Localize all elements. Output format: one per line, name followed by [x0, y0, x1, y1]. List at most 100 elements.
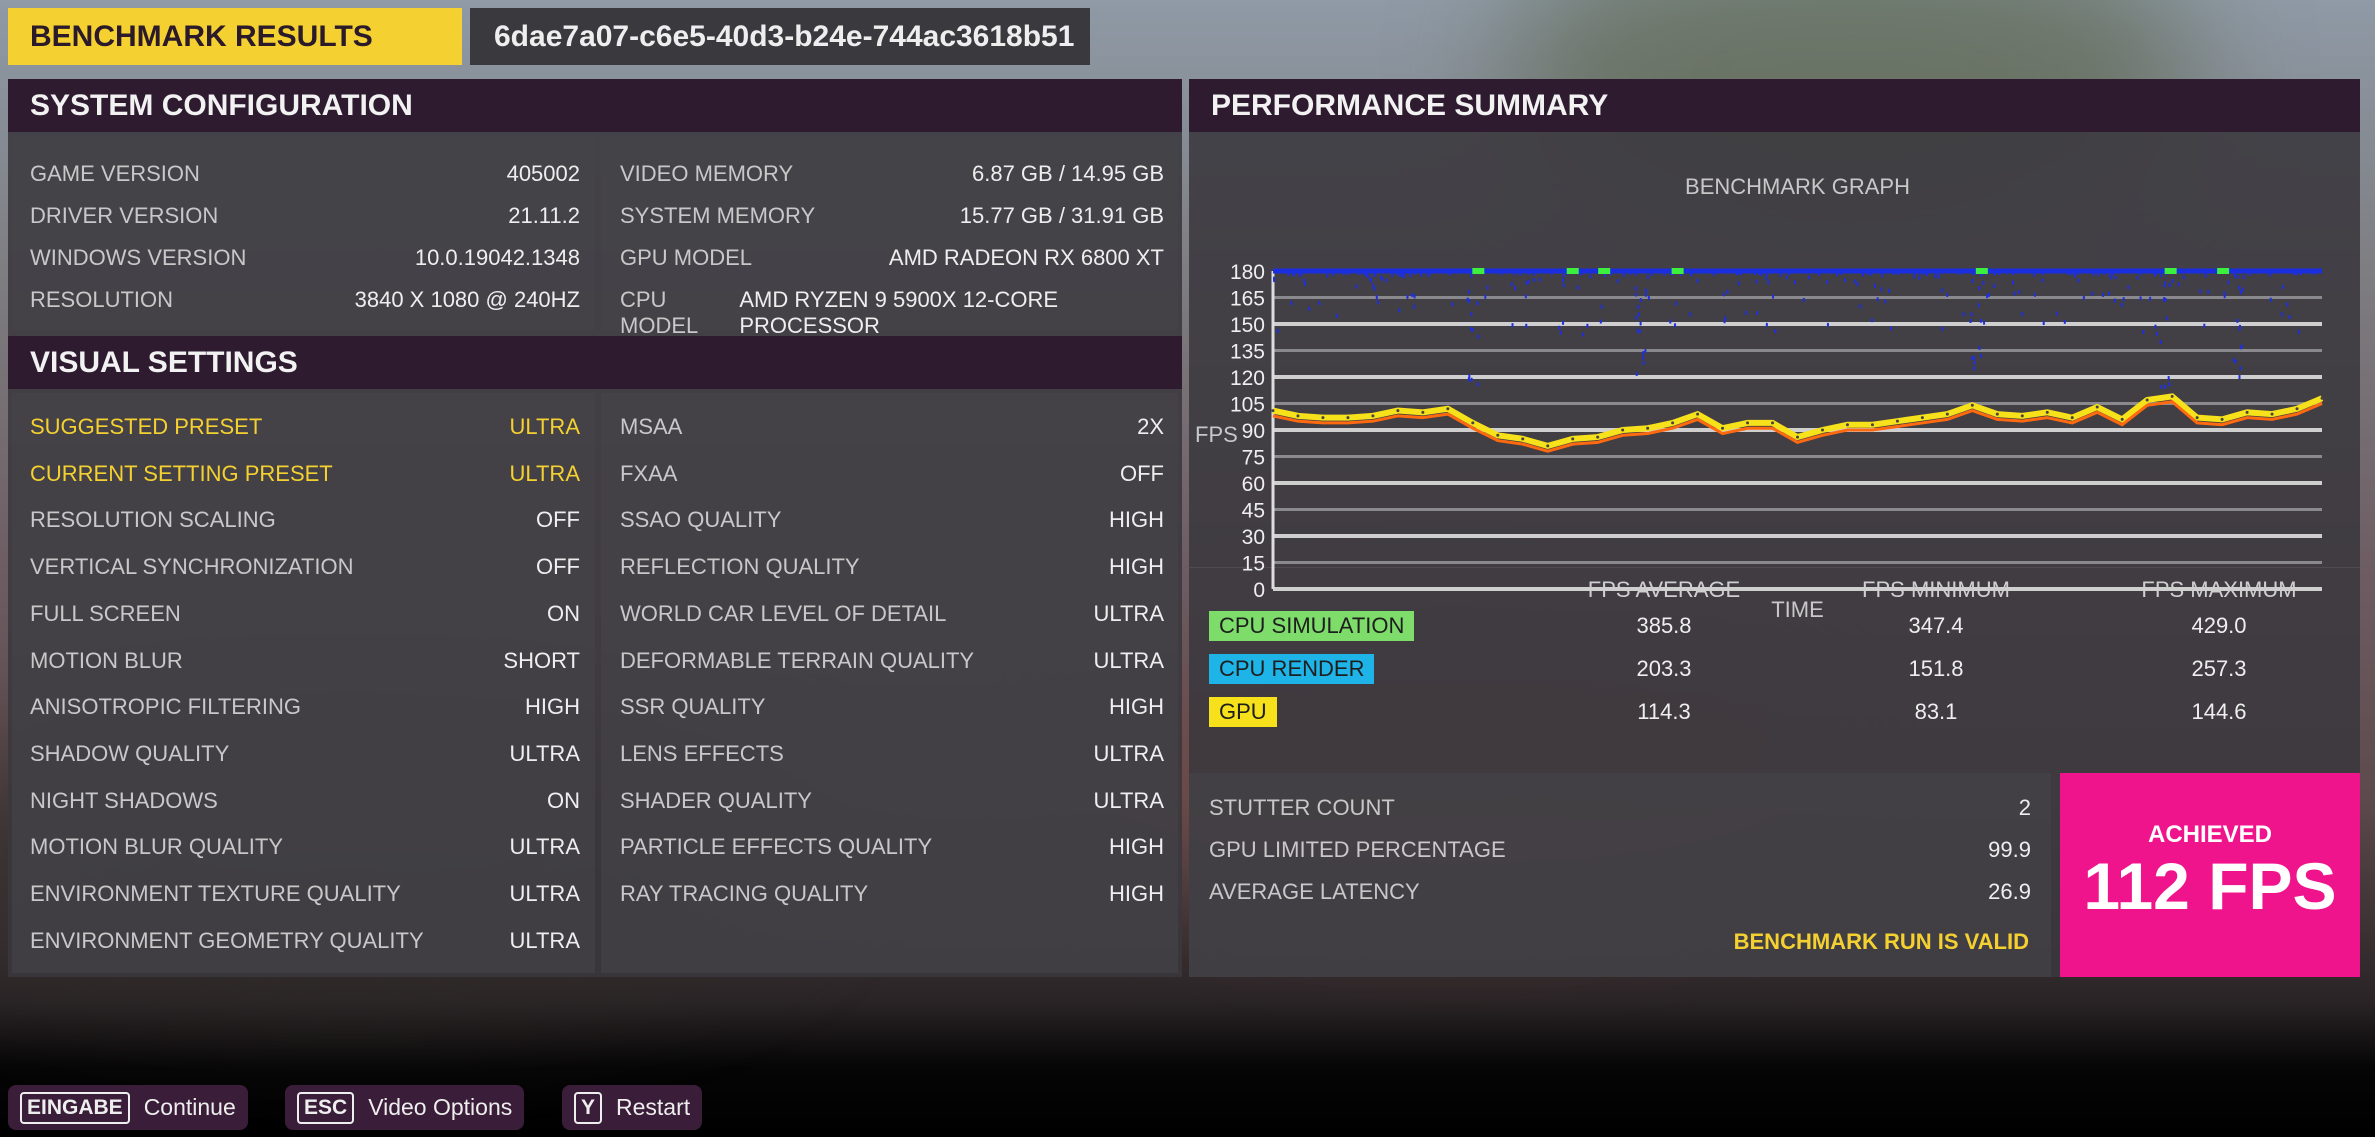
setting-label: GPU MODEL	[620, 245, 753, 270]
setting-row: RESOLUTION 3840 x 1080 @ 240Hz	[30, 287, 580, 313]
cpu-render-point	[1581, 332, 1584, 337]
cpu-render-point	[1785, 275, 1788, 280]
cpu-simulation-point	[1671, 268, 1684, 274]
cpu-render-point	[1589, 274, 1592, 279]
cpu-render-point	[1402, 274, 1405, 279]
cpu-render-point	[2223, 291, 2226, 296]
cpu-render-point	[1470, 312, 1473, 317]
footer-button-video-options[interactable]: ESC Video Options	[285, 1085, 525, 1130]
cpu-render-point	[2234, 359, 2237, 364]
gpu-point	[1546, 444, 1550, 448]
gpu-point	[1396, 409, 1400, 413]
achieved-box: ACHIEVED 112 FPS	[2060, 773, 2360, 977]
cpu-render-point	[2136, 275, 2139, 280]
gpu-point	[1845, 423, 1849, 427]
stat-label: GPU LIMITED PERCENTAGE	[1209, 837, 1506, 862]
cpu-render-point	[1470, 273, 1473, 278]
setting-row: DRIVER VERSION 21.11.2	[30, 203, 580, 229]
key-hint: EINGABE	[20, 1091, 130, 1124]
cpu-render-point	[1562, 273, 1565, 278]
cpu-render-point	[2153, 272, 2156, 277]
setting-value: 21.11.2	[508, 203, 580, 228]
cpu-render-point	[1973, 360, 1976, 365]
setting-row: PARTICLE EFFECTS QUALITY HIGH	[620, 834, 1164, 860]
cpu-render-point	[1600, 304, 1603, 309]
cpu-render-point	[2154, 324, 2157, 329]
setting-row: SHADOW QUALITY ULTRA	[30, 741, 580, 767]
setting-value: 15.77 GB / 31.91 GB	[959, 203, 1164, 228]
cpu-render-point	[2168, 283, 2171, 288]
cpu-render-point	[2160, 384, 2163, 389]
cpu-render-point	[1326, 273, 1329, 278]
cpu-render-point	[1856, 282, 1859, 287]
cpu-render-point	[2182, 275, 2185, 280]
footer-button-continue[interactable]: EINGABE Continue	[8, 1085, 248, 1130]
cpu-render-point	[1982, 280, 1985, 285]
cpu-render-point	[1533, 277, 1536, 282]
cpu-render-point	[2164, 384, 2167, 389]
y-tick-label: 60	[1242, 473, 1265, 496]
setting-row: FULL SCREEN ON	[30, 601, 580, 627]
setting-label: CPU MODEL	[620, 287, 699, 338]
cpu-render-point	[1890, 326, 1893, 331]
cpu-render-point	[1765, 322, 1768, 327]
cpu-render-point	[1634, 286, 1637, 291]
cpu-render-point	[1836, 272, 1839, 277]
cpu-render-point	[1484, 294, 1487, 299]
cpu-render-point	[1925, 272, 1928, 277]
cpu-render-point	[1381, 276, 1384, 281]
cpu-render-point	[1675, 301, 1678, 306]
footer-button-restart[interactable]: Y Restart	[562, 1085, 703, 1130]
setting-label: SYSTEM MEMORY	[620, 203, 816, 228]
gpu-point	[1646, 426, 1650, 430]
cpu-render-point	[2013, 291, 2016, 296]
cpu-render-point	[1391, 273, 1394, 278]
legend-cpu-simulation: CPU SIMULATION	[1209, 611, 1415, 641]
setting-row: SSAO QUALITY HIGH	[620, 507, 1164, 533]
cpu-render-point	[1300, 271, 1303, 276]
setting-value: ULTRA	[1093, 600, 1165, 626]
cpu-render-point	[1913, 274, 1916, 279]
y-tick-label: 75	[1242, 447, 1265, 470]
cpu-render-point	[1477, 334, 1480, 339]
cpu-render-point	[1476, 382, 1479, 387]
page-title: BENCHMARK RESULTS	[8, 8, 462, 65]
cpu-render-point	[1941, 288, 1944, 293]
cpu-render-point	[1987, 292, 1990, 297]
setting-row: RESOLUTION SCALING OFF	[30, 507, 580, 533]
setting-value: ON	[547, 787, 580, 813]
cpu-render-point	[2097, 272, 2100, 277]
fps-value: 385.8	[1636, 613, 1692, 638]
cpu-render-point	[1969, 318, 1972, 323]
column-header: FPS AVERAGE	[1587, 577, 1741, 602]
cpu-render-point	[1979, 318, 1982, 323]
cpu-render-point	[1983, 320, 1986, 325]
setting-value: 3840 x 1080 @ 240Hz	[354, 287, 580, 312]
cpu-render-point	[2238, 324, 2241, 329]
setting-label: NIGHT SHADOWS	[30, 787, 218, 813]
setting-label: MOTION BLUR QUALITY	[30, 834, 284, 860]
cpu-render-point	[1562, 320, 1565, 325]
cpu-render-point	[1844, 278, 1847, 283]
cpu-simulation-point	[2217, 268, 2230, 274]
y-tick-label: 90	[1242, 420, 1265, 443]
setting-label: ENVIRONMENT GEOMETRY QUALITY	[30, 927, 424, 953]
setting-value: OFF	[1120, 460, 1164, 486]
gpu-point	[1271, 409, 1275, 413]
cpu-render-point	[1724, 316, 1727, 321]
cpu-render-point	[1637, 312, 1640, 317]
cpu-render-point	[2042, 321, 2045, 326]
visual-settings-header: VISUAL SETTINGS	[8, 336, 1182, 389]
y-tick-label: 135	[1230, 341, 1265, 364]
cpu-render-point	[2203, 323, 2206, 328]
cpu-render-point	[2163, 283, 2166, 288]
cpu-render-point	[1303, 278, 1306, 283]
legend-cpu-render: CPU RENDER	[1209, 654, 1375, 684]
gpu-point	[1621, 428, 1625, 432]
cpu-render-point	[1576, 285, 1579, 290]
y-tick-label: 150	[1230, 314, 1265, 337]
cpu-render-point	[1971, 356, 1974, 361]
cpu-render-point	[2227, 280, 2230, 285]
cpu-render-point	[2107, 291, 2110, 296]
setting-label: LENS EFFECTS	[620, 740, 784, 766]
